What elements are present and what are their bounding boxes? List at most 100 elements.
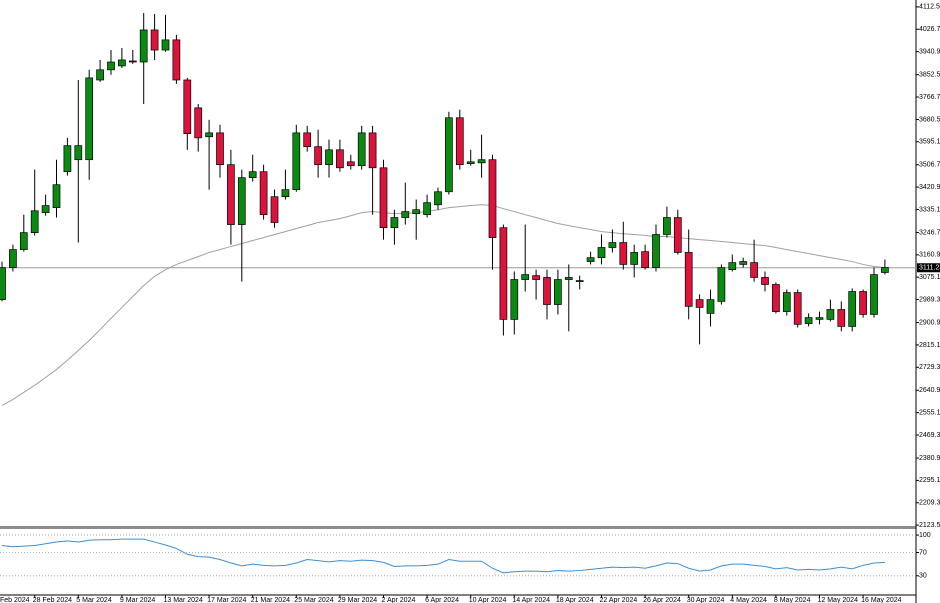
candle-body [205,132,213,138]
candle-body [336,149,344,169]
y-tick-label: 2815.10 [919,342,940,349]
candle-body [107,61,115,71]
x-tick-label: 10 Apr 2024 [469,597,507,603]
candle-body [554,279,562,305]
candle-body [161,39,170,51]
candle-body [346,161,355,167]
candle-body [445,117,453,193]
candle-body [270,196,279,223]
candle-body [368,132,377,169]
candle-body [227,164,235,225]
candle-body [292,132,301,191]
x-tick-label: Feb 2024 [0,597,30,603]
x-tick-label: 25 Mar 2024 [294,597,333,603]
y-tick-label: 2555.10 [919,409,940,416]
candle-body [641,251,649,268]
y-tick-label: 3852.50 [919,71,940,78]
y-tick-label: 30 [919,573,927,580]
x-tick-label: 9 Mar 2024 [120,597,156,603]
candle-body [172,39,181,81]
candle-body [510,279,519,320]
x-tick-label: 8 May 2024 [774,597,811,603]
candle-body [750,262,758,278]
candle-body [423,202,431,216]
y-tick-label: 2295.10 [919,477,940,484]
x-tick-label: 2 Apr 2024 [382,597,416,603]
candle-body [434,191,442,206]
candle-body [728,262,737,270]
x-tick-label: 6 Apr 2024 [425,597,459,603]
candle-body [30,210,39,233]
y-tick-label: 3420.90 [919,184,940,191]
y-tick-label: 2380.90 [919,455,940,462]
candle-body [586,257,595,262]
candle-body [532,275,540,280]
candle-body [19,232,28,250]
moving-average [1,204,885,406]
x-tick-label: 21 Mar 2024 [251,597,290,603]
current-price-box [917,263,940,273]
y-tick-label: 2989.30 [919,296,940,303]
x-tick-label: 29 Mar 2024 [338,597,377,603]
candle-body [281,189,290,198]
y-tick-label: 3595.10 [919,139,940,146]
x-tick-label: 5 Mar 2024 [76,597,112,603]
candle-body [63,145,72,173]
candle-body [521,274,530,280]
y-tick-label: 3335.10 [919,206,940,213]
candle-body [499,227,508,320]
candle-body [630,252,639,265]
panel-separator [0,526,916,529]
candle-body [85,77,94,161]
candle-body [303,132,312,148]
candle-body [761,277,769,285]
candle-body [9,249,17,268]
candle-body [96,69,104,81]
y-tick-label: 3075.10 [919,274,940,281]
candle-body [793,292,802,325]
x-tick-label: 4 May 2024 [730,597,767,603]
candle-body [848,291,857,327]
y-tick-label: 3246.70 [919,229,940,236]
y-tick-label: 2123.50 [919,522,940,529]
candle-body [772,284,780,312]
x-tick-label: 14 Apr 2024 [512,597,550,603]
y-tick-label: 3506.70 [919,162,940,169]
candle-body [488,159,497,238]
candle-body [575,280,584,282]
candle-body [804,317,813,324]
candle-body [128,60,137,63]
y-tick-label: 2900.90 [919,319,940,326]
candle-body [782,292,791,312]
candle-body [194,107,203,139]
candle-body [837,309,846,327]
candle-body [455,117,464,166]
y-tick-label: 3160.90 [919,252,940,259]
candle-body [118,59,126,67]
y-tick-label: 2209.30 [919,500,940,507]
candle-body [870,274,878,315]
y-tick-label: 70 [919,549,927,556]
candle-body [248,171,257,179]
x-tick-label: 26 Apr 2024 [643,597,681,603]
candle-body [41,205,50,213]
x-tick-label: 18 Apr 2024 [556,597,594,603]
x-tick-label: 12 May 2024 [818,597,859,603]
candle-body [597,247,606,259]
y-tick-label: 3680.50 [919,116,940,123]
y-tick-label: 4112.50 [919,4,940,11]
candle-body [477,159,486,164]
candle-body [706,299,715,314]
candle-body [564,277,573,280]
y-tick-label: 100 [919,532,931,539]
x-tick-label: 30 Apr 2024 [687,597,725,603]
candle-body [652,234,660,268]
x-tick-label: 28 Feb 2024 [33,597,72,603]
candle-body [695,299,704,308]
y-tick-label: 3766.70 [919,94,940,101]
candle-body [216,132,224,166]
candle-body [259,171,268,216]
x-tick-label: 13 Mar 2024 [164,597,203,603]
candle-body [150,29,159,51]
